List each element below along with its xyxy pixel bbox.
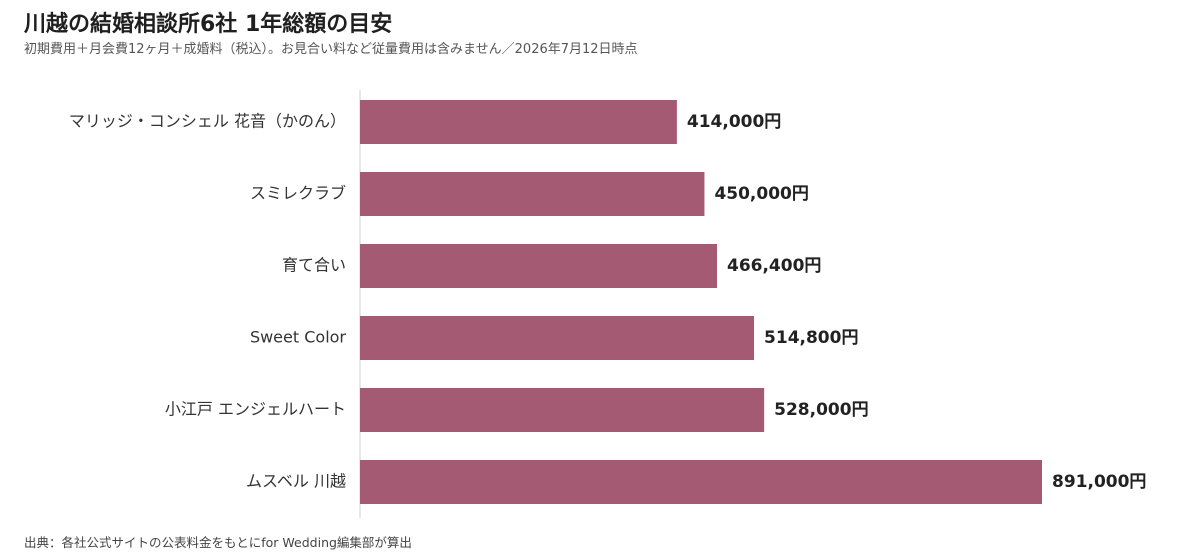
bar	[360, 460, 1042, 504]
chart-subtitle: 初期費用＋月会費12ヶ月＋成婚料（税込）。お見合い料など従量費用は含みません／2…	[24, 42, 638, 57]
chart-title: 川越の結婚相談所6社 1年総額の目安	[24, 12, 393, 37]
value-label: 891,000円	[1052, 472, 1146, 492]
source-note: 出典：各社公式サイトの公表料金をもとにfor Wedding編集部が算出	[24, 535, 412, 550]
bar	[360, 100, 677, 144]
category-label: 小江戸 エンジェルハート	[165, 400, 346, 419]
value-label: 528,000円	[774, 400, 868, 420]
category-label: マリッジ・コンシェル 花音（かのん）	[69, 112, 346, 131]
value-label: 466,400円	[727, 256, 821, 276]
value-label: 414,000円	[687, 112, 781, 132]
category-label: ムスベル 川越	[246, 472, 346, 491]
bar	[360, 388, 765, 432]
value-label: 514,800円	[764, 328, 858, 348]
bar	[360, 316, 755, 360]
category-label: 育て合い	[282, 256, 346, 275]
bar	[360, 244, 717, 288]
category-label: スミレクラブ	[250, 184, 346, 203]
bar	[360, 172, 705, 216]
category-label: Sweet Color	[250, 328, 346, 347]
value-label: 450,000円	[714, 184, 808, 204]
